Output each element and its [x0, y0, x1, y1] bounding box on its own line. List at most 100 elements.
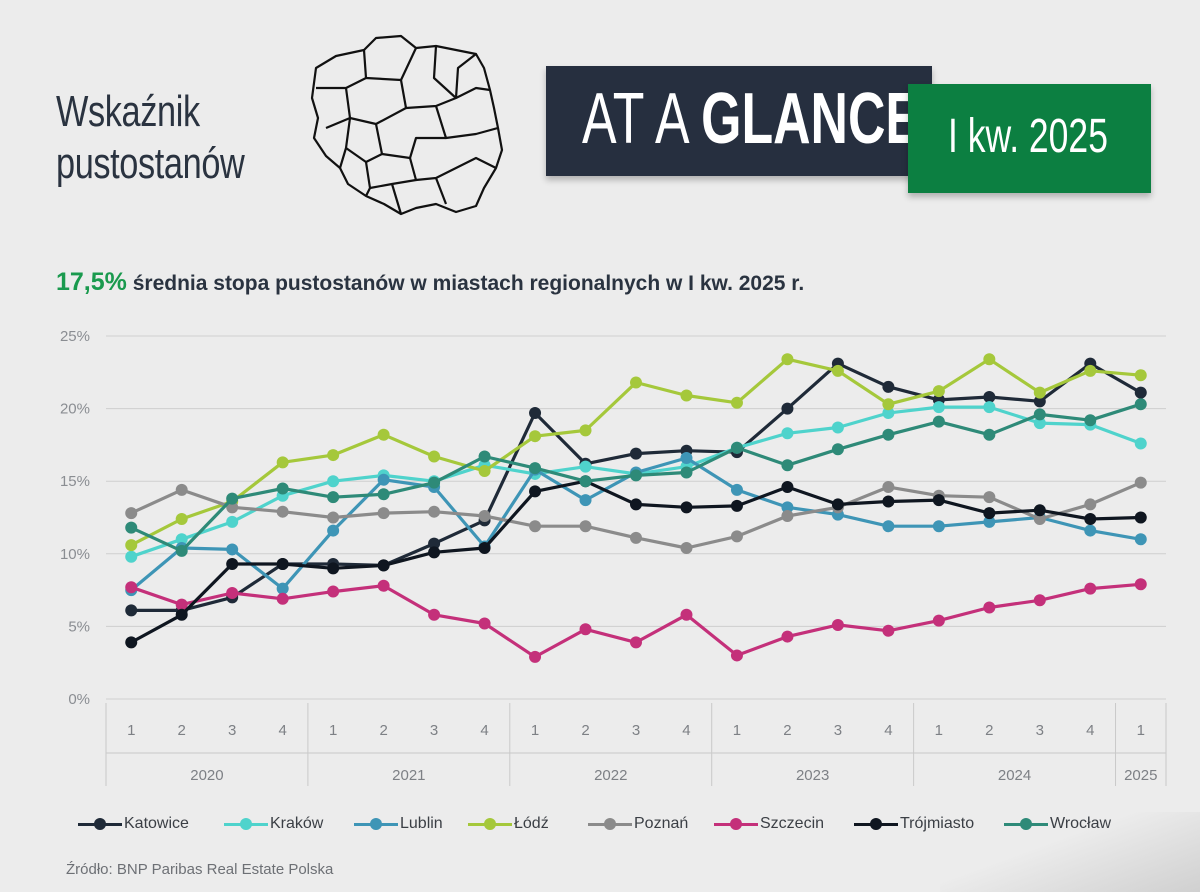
x-year-label: 2021 [392, 767, 425, 784]
x-year-label: 2020 [190, 767, 223, 784]
data-point-wroclaw [781, 459, 794, 472]
data-point-krakow [781, 427, 794, 440]
data-point-szczecin [730, 649, 743, 662]
data-point-lodz [781, 353, 794, 366]
data-point-wroclaw [730, 441, 743, 454]
data-point-szczecin [630, 636, 642, 649]
data-point-katowice [630, 447, 642, 460]
data-point-krakow [1033, 417, 1046, 430]
data-point-trojmiasto [932, 494, 945, 507]
legend-item-lodz: Łódź [468, 810, 549, 838]
data-point-szczecin [983, 601, 996, 614]
x-tick-label: 1 [1137, 722, 1145, 739]
data-point-szczecin [478, 617, 491, 630]
data-point-lublin [983, 515, 996, 528]
data-point-trojmiasto [377, 559, 390, 572]
data-point-szczecin [781, 630, 794, 643]
data-point-lodz [983, 353, 996, 366]
data-point-katowice [983, 390, 996, 403]
data-point-wroclaw [579, 475, 592, 488]
x-tick-label: 4 [480, 722, 488, 739]
data-point-wroclaw [327, 491, 340, 504]
page-title-line1: Wskaźnik [56, 87, 200, 136]
period-label: I kw. 2025 [948, 110, 1108, 163]
data-point-krakow [983, 401, 996, 414]
data-point-lodz [1134, 369, 1147, 382]
data-point-trojmiasto [983, 507, 996, 520]
headline-text: średnia stopa pustostanów w miastach reg… [126, 272, 805, 295]
y-tick-label: 10% [60, 546, 90, 563]
vacancy-rate-line-chart: 0% 5% 10% 15% 20% 25% 1 2 3 4 1 2 3 4 1 2 3 4 1 2 3 4 1 2 3 4 1 202… [60, 328, 1167, 786]
data-point-lodz [882, 398, 895, 411]
data-point-poznan [781, 510, 794, 523]
data-point-szczecin [1033, 594, 1046, 607]
data-point-wroclaw [630, 469, 642, 482]
x-tick-label: 3 [632, 722, 640, 739]
data-point-lodz [579, 424, 592, 437]
data-point-krakow [882, 406, 895, 419]
data-point-trojmiasto [630, 498, 642, 511]
data-point-poznan [276, 505, 289, 518]
at-a-glance-banner: AT A GLANCE [546, 66, 932, 176]
data-point-szczecin [276, 592, 289, 605]
data-point-poznan [226, 501, 239, 514]
y-tick-label: 0% [68, 691, 90, 708]
data-point-lublin [1084, 524, 1097, 537]
data-point-krakow [175, 533, 188, 546]
data-point-poznan [983, 491, 996, 504]
legend-swatch [588, 817, 632, 831]
data-point-wroclaw [1084, 414, 1097, 427]
data-point-wroclaw [276, 482, 289, 495]
legend-swatch [854, 817, 898, 831]
x-tick-label: 1 [935, 722, 943, 739]
data-point-trojmiasto [882, 495, 895, 508]
x-tick-label: 2 [178, 722, 186, 739]
data-point-lodz [428, 450, 441, 463]
data-point-lodz [377, 428, 390, 441]
data-point-trojmiasto [529, 485, 542, 498]
legend-label: Lublin [400, 815, 443, 832]
legend-swatch [468, 817, 512, 831]
legend-item-lublin: Lublin [354, 810, 443, 838]
legend-item-krakow: Kraków [224, 810, 323, 838]
x-tick-label: 1 [127, 722, 135, 739]
page-curl-shadow [940, 812, 1200, 892]
data-point-krakow [831, 421, 844, 434]
data-point-lublin [327, 524, 340, 537]
x-tick-label: 4 [884, 722, 892, 739]
data-point-lublin [882, 520, 895, 533]
data-point-szczecin [882, 624, 895, 637]
legend-label: Łódź [514, 815, 549, 832]
x-tick-label: 4 [278, 722, 286, 739]
data-point-wroclaw [226, 492, 239, 505]
data-point-katowice [529, 406, 542, 419]
legend-swatch [714, 817, 758, 831]
x-year-label: 2022 [594, 767, 627, 784]
y-tick-label: 15% [60, 473, 90, 490]
data-point-szczecin [579, 623, 592, 636]
data-point-wroclaw [983, 428, 996, 441]
data-point-poznan [478, 510, 491, 523]
data-point-lodz [125, 539, 138, 552]
data-point-poznan [882, 481, 895, 494]
data-point-trojmiasto [1134, 511, 1147, 524]
data-point-wroclaw [1134, 398, 1147, 411]
data-point-wroclaw [882, 428, 895, 441]
data-point-lublin [1134, 533, 1147, 546]
data-point-poznan [529, 520, 542, 533]
y-tick-label: 5% [68, 618, 90, 635]
data-point-lublin [579, 494, 592, 507]
x-tick-label: 4 [1086, 722, 1094, 739]
data-point-katowice [1033, 395, 1046, 408]
x-year-label: 2024 [998, 767, 1031, 784]
page-title: Wskaźnik pustostanów [56, 86, 245, 190]
data-point-wroclaw [831, 443, 844, 456]
x-tick-label: 3 [430, 722, 438, 739]
data-point-trojmiasto [428, 546, 441, 559]
x-year-label: 2023 [796, 767, 829, 784]
data-point-krakow [226, 515, 239, 528]
data-point-katowice [1134, 386, 1147, 399]
legend-label: Katowice [124, 815, 189, 832]
data-point-katowice [781, 402, 794, 415]
data-point-wroclaw [932, 415, 945, 428]
